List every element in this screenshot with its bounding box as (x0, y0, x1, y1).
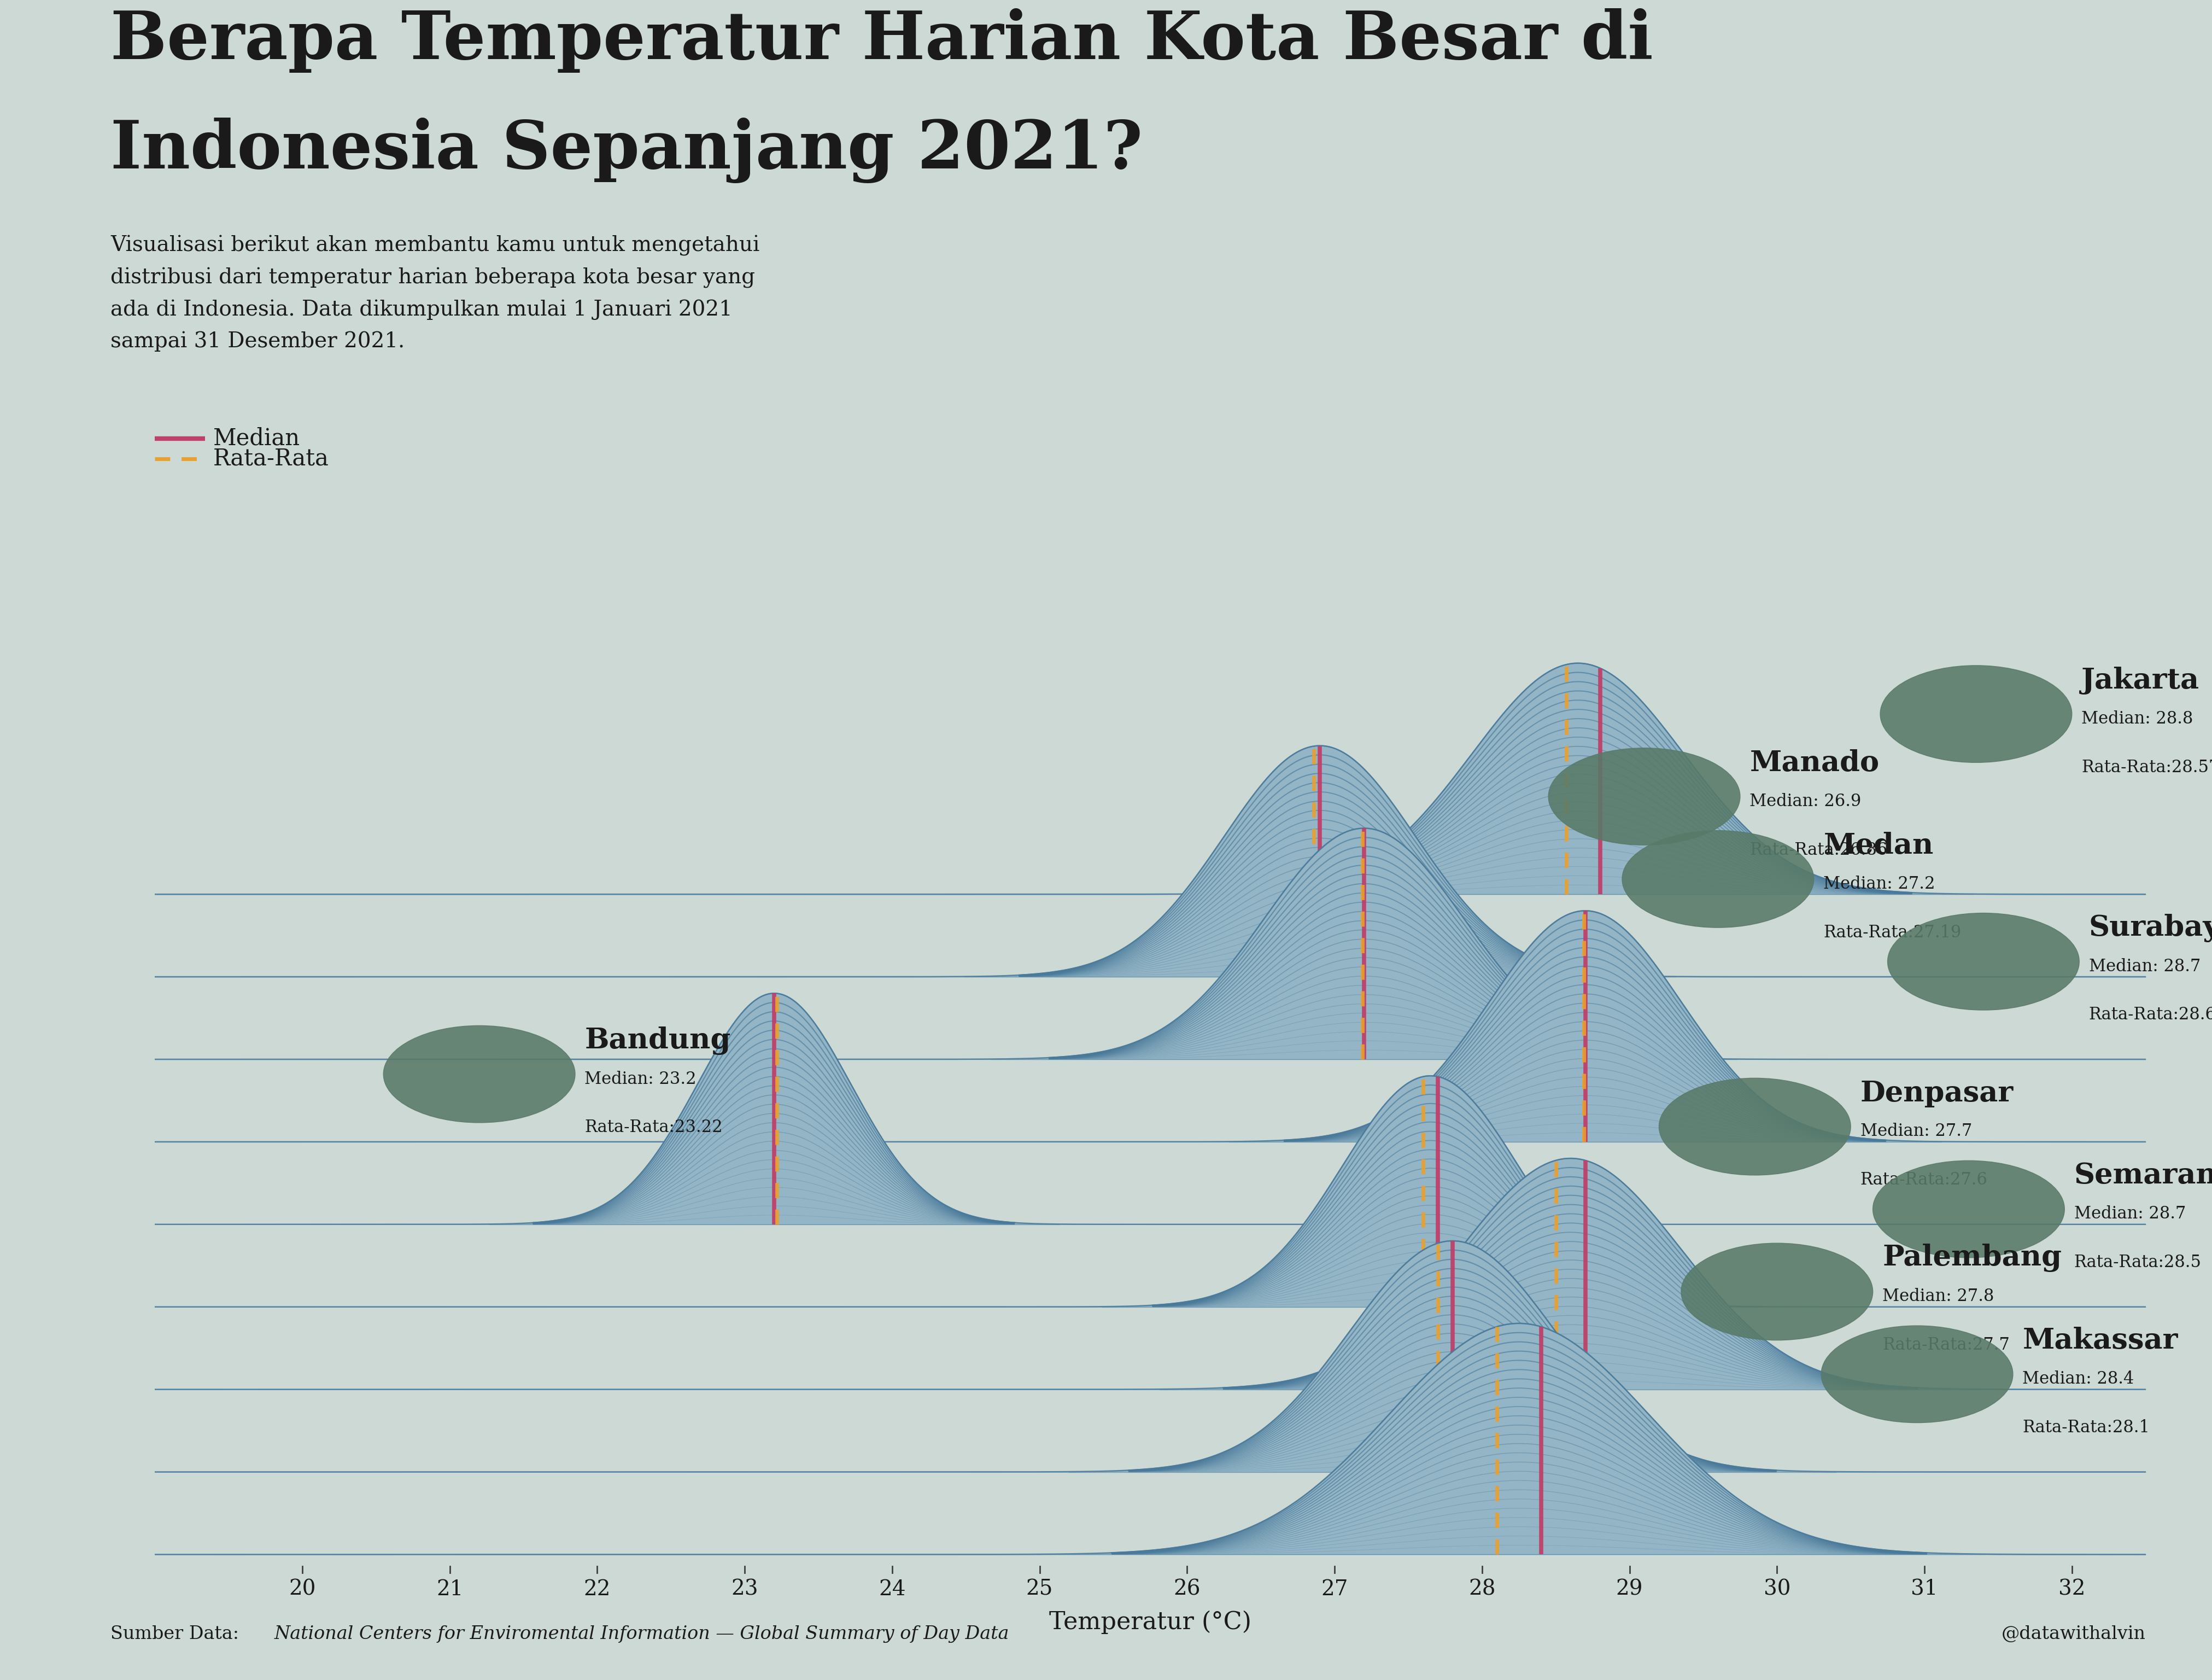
Text: Temperatur (°C): Temperatur (°C) (1048, 1611, 1252, 1635)
Text: 28: 28 (1469, 1579, 1495, 1599)
Text: 20: 20 (290, 1579, 316, 1599)
Text: 26: 26 (1175, 1579, 1201, 1599)
Text: 24: 24 (878, 1579, 905, 1599)
Ellipse shape (1659, 1079, 1851, 1174)
Text: Indonesia Sepanjang 2021?: Indonesia Sepanjang 2021? (111, 118, 1144, 183)
Text: Median: 27.8: Median: 27.8 (1882, 1289, 1995, 1305)
Text: National Centers for Enviromental Information — Global Summary of Day Data: National Centers for Enviromental Inform… (274, 1626, 1009, 1643)
Text: Median: 26.9: Median: 26.9 (1750, 793, 1860, 810)
Text: Median: 28.7: Median: 28.7 (2075, 1206, 2185, 1223)
Ellipse shape (1548, 748, 1741, 845)
Text: 31: 31 (1911, 1579, 1938, 1599)
Text: 29: 29 (1617, 1579, 1644, 1599)
Text: 32: 32 (2059, 1579, 2086, 1599)
Text: Median: Median (212, 427, 301, 450)
Ellipse shape (1621, 830, 1814, 927)
Text: Visualisasi berikut akan membantu kamu untuk mengetahui
distribusi dari temperat: Visualisasi berikut akan membantu kamu u… (111, 235, 759, 351)
Text: Rata-Rata:23.22: Rata-Rata:23.22 (584, 1119, 723, 1136)
Text: Rata-Rata:28.5: Rata-Rata:28.5 (2075, 1253, 2201, 1272)
Text: Median: 27.7: Median: 27.7 (1860, 1122, 1973, 1141)
Ellipse shape (383, 1025, 575, 1122)
Text: Median: 27.2: Median: 27.2 (1823, 875, 1936, 892)
Ellipse shape (1880, 665, 2073, 763)
Text: Rata-Rata:28.69: Rata-Rata:28.69 (2088, 1006, 2212, 1023)
Text: 21: 21 (436, 1579, 462, 1599)
Text: Palembang: Palembang (1882, 1243, 2062, 1272)
Ellipse shape (1874, 1161, 2064, 1258)
Text: Rata-Rata:26.86: Rata-Rata:26.86 (1750, 842, 1887, 858)
Ellipse shape (1887, 912, 2079, 1010)
Text: Berapa Temperatur Harian Kota Besar di: Berapa Temperatur Harian Kota Besar di (111, 8, 1652, 72)
Text: Sumber Data:: Sumber Data: (111, 1626, 246, 1643)
Text: Median: 28.8: Median: 28.8 (2081, 711, 2194, 727)
Text: Median: 23.2: Median: 23.2 (584, 1070, 697, 1087)
Text: Medan: Medan (1823, 832, 1933, 860)
Text: Makassar: Makassar (2022, 1327, 2179, 1354)
Text: Rata-Rata:27.7: Rata-Rata:27.7 (1882, 1337, 2011, 1354)
Text: Denpasar: Denpasar (1860, 1079, 2013, 1107)
Text: Rata-Rata:27.6: Rata-Rata:27.6 (1860, 1171, 1989, 1188)
Text: Rata-Rata: Rata-Rata (212, 447, 330, 470)
Text: Median: 28.7: Median: 28.7 (2088, 958, 2201, 974)
Text: Semarang: Semarang (2075, 1163, 2212, 1189)
Ellipse shape (1820, 1326, 2013, 1423)
Text: 30: 30 (1763, 1579, 1790, 1599)
Ellipse shape (1681, 1243, 1874, 1341)
Text: 22: 22 (584, 1579, 611, 1599)
Text: Manado: Manado (1750, 749, 1880, 778)
Text: Rata-Rata:27.19: Rata-Rata:27.19 (1823, 924, 1962, 941)
Text: Bandung: Bandung (584, 1026, 730, 1055)
Text: Jakarta: Jakarta (2081, 667, 2199, 694)
Text: 23: 23 (732, 1579, 759, 1599)
Text: Surabaya: Surabaya (2088, 914, 2212, 942)
Text: Rata-Rata:28.57: Rata-Rata:28.57 (2081, 759, 2212, 776)
Text: 27: 27 (1321, 1579, 1347, 1599)
Text: @datawithalvin: @datawithalvin (2002, 1626, 2146, 1643)
Text: 25: 25 (1026, 1579, 1053, 1599)
Text: Median: 28.4: Median: 28.4 (2022, 1371, 2135, 1388)
Text: Rata-Rata:28.1: Rata-Rata:28.1 (2022, 1420, 2150, 1436)
